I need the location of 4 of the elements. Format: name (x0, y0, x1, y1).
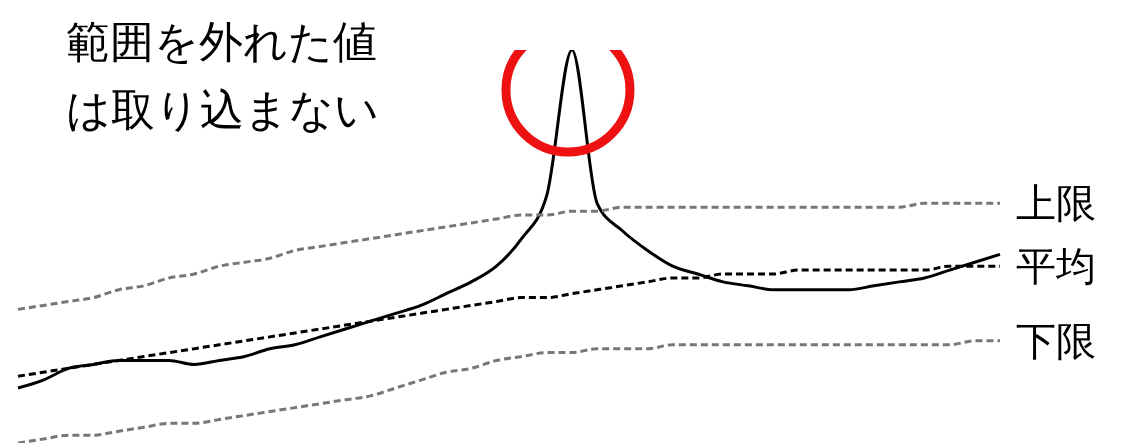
series-label: 上限 (1016, 180, 1096, 227)
annotation: 範囲を外れた値は取り込まない (66, 15, 380, 137)
series-label: 平均 (1016, 243, 1096, 290)
series-label: 下限 (1016, 317, 1096, 364)
